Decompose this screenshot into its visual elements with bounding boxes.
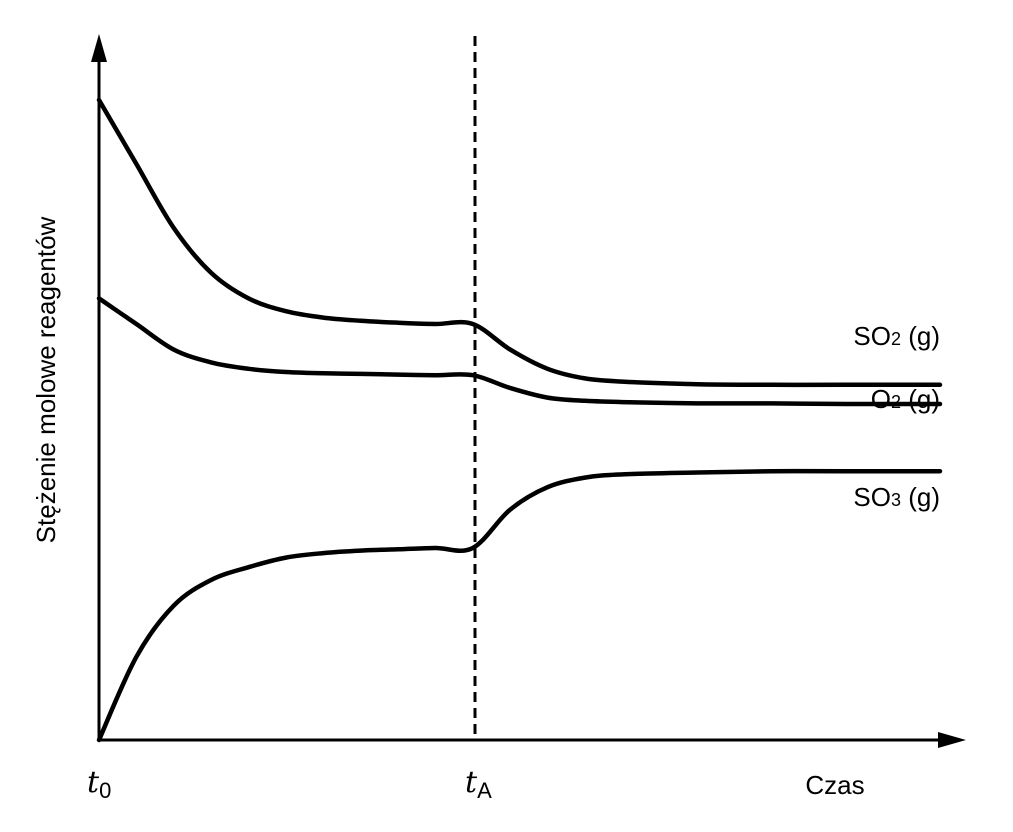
- so2-base: SO: [853, 321, 891, 351]
- series-group: [96, 97, 943, 743]
- o2-sub: 2: [891, 392, 901, 412]
- series-line-o2: [96, 296, 943, 407]
- x-axis-label: Czas: [805, 770, 864, 800]
- o2-base: O: [871, 384, 891, 414]
- series-label-o2: O2 (g): [871, 384, 940, 414]
- tick-t0-sub: 0: [99, 778, 111, 803]
- tick-label-t0: t0: [87, 765, 111, 803]
- tick-t0-base: t: [87, 765, 100, 800]
- tick-ta-base: t: [465, 765, 478, 800]
- o2-tail: (g): [901, 384, 940, 414]
- so3-base: SO: [853, 482, 891, 512]
- series-line-so3: [96, 468, 943, 743]
- series-label-so3: SO3 (g): [853, 482, 940, 512]
- tick-label-ta: tA: [465, 765, 492, 803]
- y-axis-label: Stężenie molowe reagentów: [31, 216, 61, 543]
- tick-ta-sub: A: [477, 778, 492, 803]
- x-axis-arrow-icon: [938, 732, 966, 748]
- series-label-so2: SO2 (g): [853, 321, 940, 351]
- series-line-so2: [96, 97, 943, 388]
- so2-tail: (g): [901, 321, 940, 351]
- so3-tail: (g): [901, 482, 940, 512]
- y-axis-arrow-icon: [91, 34, 107, 62]
- so2-sub: 2: [891, 329, 901, 349]
- so3-sub: 3: [891, 490, 901, 510]
